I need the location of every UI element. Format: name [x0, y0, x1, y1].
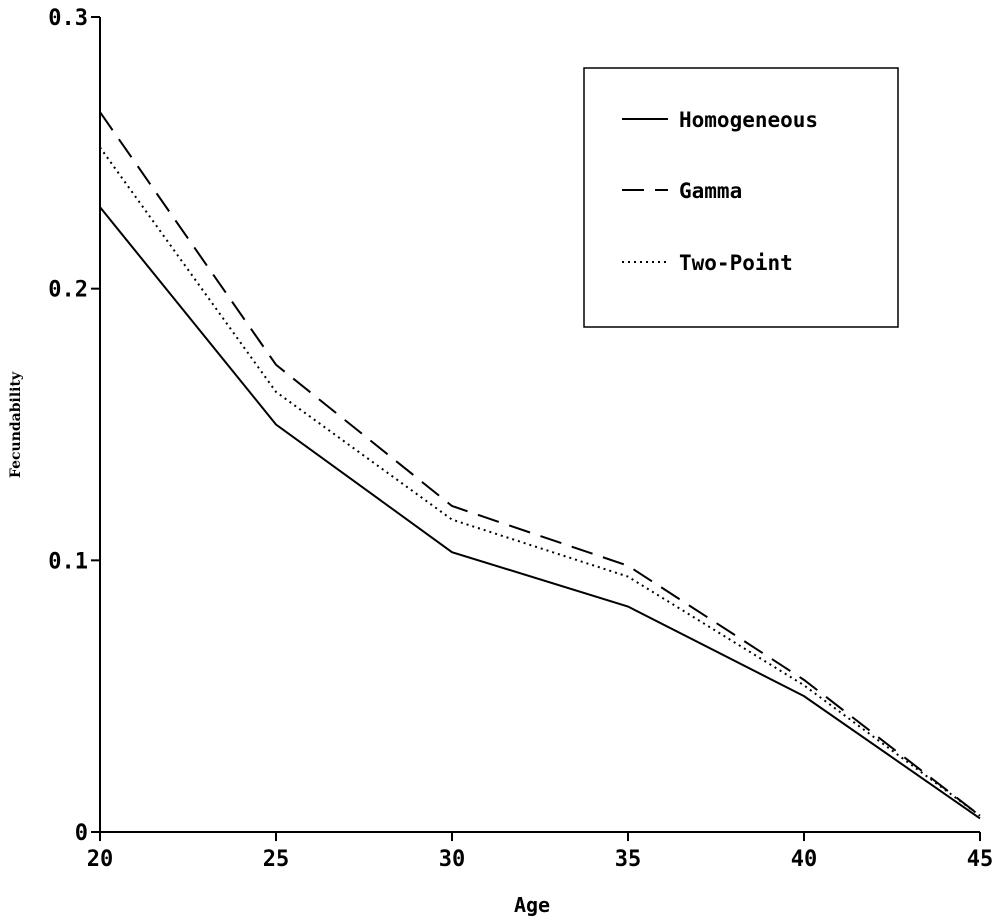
y-tick-label: 0	[75, 821, 88, 846]
y-tick-label: 0.3	[48, 6, 88, 31]
x-axis-title: Age	[514, 893, 550, 917]
series-homogeneous-line	[99, 206, 981, 820]
legend-label: Homogeneous	[679, 108, 818, 132]
x-tick-label: 30	[439, 847, 466, 872]
axes	[99, 17, 980, 833]
y-axis-title: Fecundability	[8, 371, 24, 478]
x-tick-label: 25	[263, 847, 290, 872]
ticks: 20 25 30 35 40 45 0 0.1 0.2 0.3	[48, 6, 993, 872]
y-tick-label: 0.1	[48, 549, 88, 574]
series-layer	[99, 111, 981, 820]
y-tick-label: 0.2	[48, 278, 88, 303]
legend-label: Gamma	[679, 179, 742, 203]
x-tick-label: 35	[615, 847, 642, 872]
series-gamma-line	[99, 111, 981, 817]
legend-box	[583, 67, 899, 328]
legend: Homogeneous Gamma Two-Point	[583, 67, 899, 328]
x-tick-label: 45	[967, 847, 994, 872]
legend-label: Two-Point	[679, 251, 793, 275]
x-tick-label: 40	[791, 847, 818, 872]
x-tick-label: 20	[87, 847, 114, 872]
